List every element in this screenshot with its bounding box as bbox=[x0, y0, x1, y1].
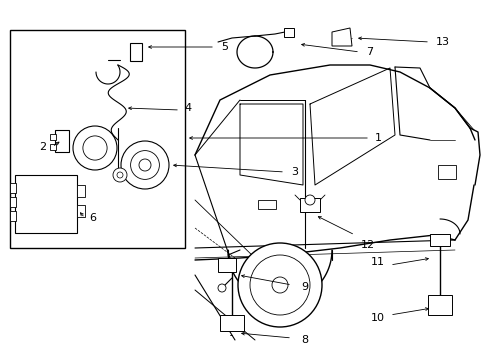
Bar bbox=[15, 175, 77, 233]
Text: 9: 9 bbox=[301, 282, 308, 292]
Circle shape bbox=[73, 126, 117, 170]
Bar bbox=[77, 185, 85, 197]
Text: 11: 11 bbox=[370, 257, 384, 267]
Bar bbox=[427, 295, 451, 315]
Text: 2: 2 bbox=[40, 142, 46, 152]
Text: 4: 4 bbox=[184, 103, 191, 113]
Bar bbox=[55, 130, 69, 152]
Circle shape bbox=[218, 284, 225, 292]
Circle shape bbox=[139, 159, 151, 171]
Bar bbox=[10, 211, 16, 221]
Text: 3: 3 bbox=[291, 167, 298, 177]
Bar bbox=[299, 198, 319, 212]
Text: 8: 8 bbox=[301, 335, 308, 345]
Text: 10: 10 bbox=[370, 313, 384, 323]
Polygon shape bbox=[331, 28, 351, 46]
Bar bbox=[284, 28, 293, 37]
Bar bbox=[258, 200, 275, 209]
Bar bbox=[10, 197, 16, 207]
Text: 6: 6 bbox=[89, 213, 96, 223]
Bar bbox=[429, 234, 449, 246]
Bar bbox=[437, 165, 455, 179]
Text: 13: 13 bbox=[435, 37, 449, 47]
Text: 1: 1 bbox=[374, 133, 381, 143]
Circle shape bbox=[305, 195, 314, 205]
Bar bbox=[130, 43, 142, 61]
Bar bbox=[10, 183, 16, 193]
Bar bbox=[77, 205, 85, 217]
Circle shape bbox=[117, 172, 123, 178]
Text: 5: 5 bbox=[221, 42, 228, 52]
Bar bbox=[10, 30, 184, 248]
Text: 7: 7 bbox=[366, 47, 373, 57]
Circle shape bbox=[83, 136, 107, 160]
Circle shape bbox=[130, 150, 159, 179]
Circle shape bbox=[113, 168, 127, 182]
Bar bbox=[50, 144, 56, 150]
Circle shape bbox=[271, 277, 287, 293]
Bar bbox=[218, 258, 236, 272]
Text: 12: 12 bbox=[360, 240, 374, 250]
Bar bbox=[220, 315, 244, 331]
Circle shape bbox=[121, 141, 169, 189]
Bar bbox=[50, 134, 56, 140]
Circle shape bbox=[238, 243, 321, 327]
Circle shape bbox=[249, 255, 309, 315]
